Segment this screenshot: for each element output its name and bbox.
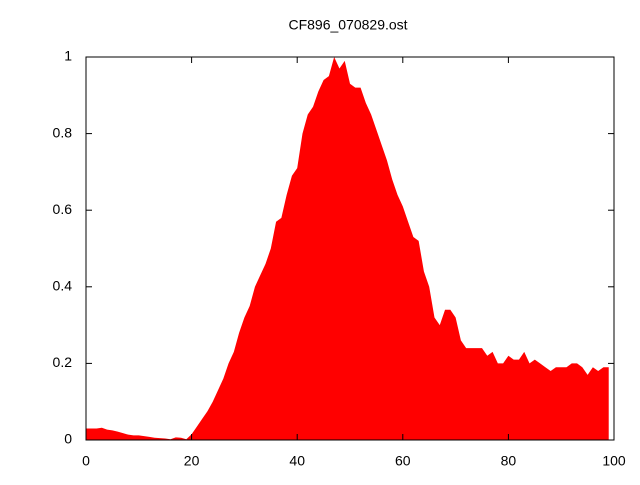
chart-title: CF896_070829.ost bbox=[288, 17, 407, 33]
y-tick-label: 0.4 bbox=[53, 278, 73, 294]
y-tick-label: 1 bbox=[64, 48, 72, 64]
y-tick-label: 0.6 bbox=[53, 201, 73, 217]
y-tick-label: 0.8 bbox=[53, 124, 73, 140]
x-tick-label: 100 bbox=[602, 453, 626, 469]
x-tick-label: 40 bbox=[289, 453, 305, 469]
y-tick-label: 0.2 bbox=[53, 354, 73, 370]
x-tick-label: 60 bbox=[395, 453, 411, 469]
area bbox=[86, 57, 609, 440]
x-tick-label: 20 bbox=[184, 453, 200, 469]
x-tick-label: 80 bbox=[501, 453, 517, 469]
y-tick-label: 0 bbox=[64, 431, 72, 447]
x-tick-label: 0 bbox=[82, 453, 90, 469]
plot-frame bbox=[85, 56, 615, 441]
